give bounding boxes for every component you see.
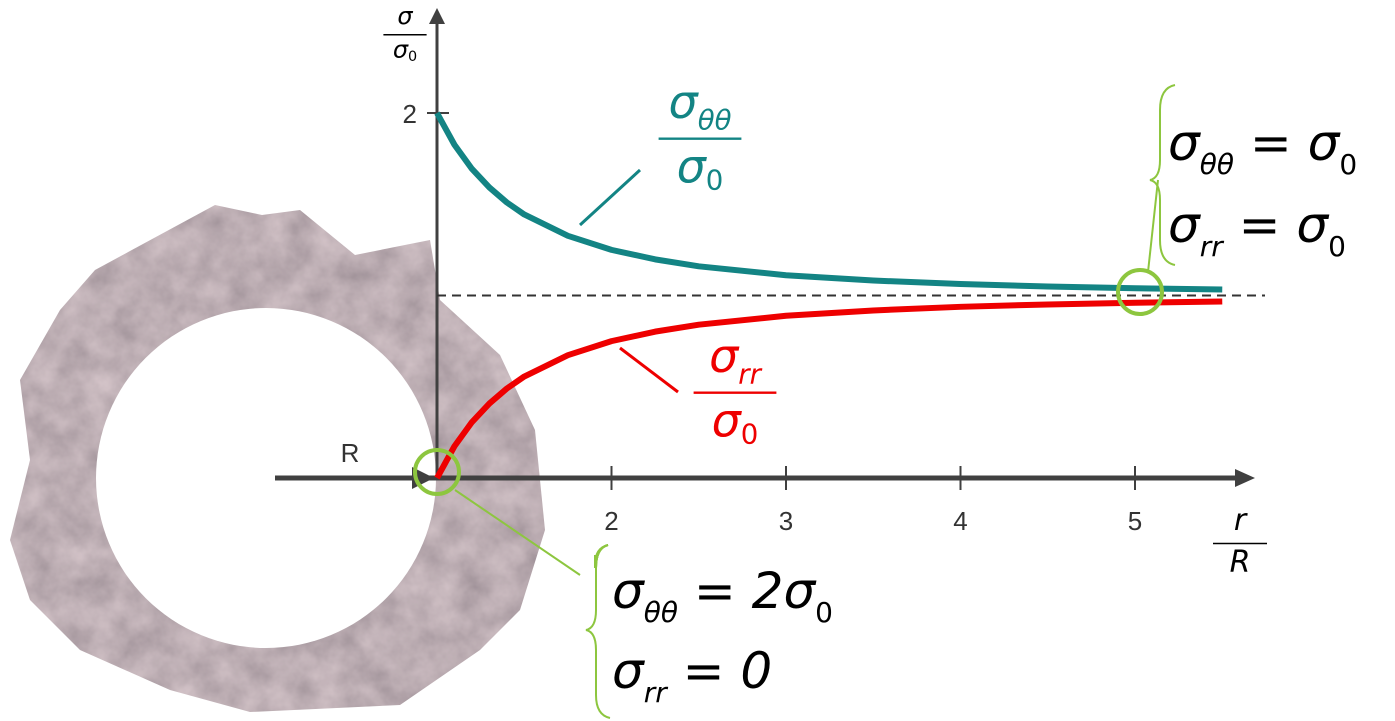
x-label-numerator: r bbox=[1234, 503, 1248, 538]
equation-part: θθ bbox=[644, 596, 678, 629]
far-point-circle bbox=[1116, 268, 1164, 316]
y-label-numerator: σ bbox=[397, 2, 413, 30]
x-label-num: r bbox=[1234, 503, 1248, 538]
x-label-denominator: R bbox=[1230, 545, 1251, 580]
equation-part: = σ bbox=[1223, 196, 1330, 254]
series-label-den: σ bbox=[677, 139, 708, 193]
series-label-den: σ bbox=[712, 393, 743, 447]
equation-part: = 2σ bbox=[678, 562, 816, 620]
series-label-num-sub: θθ bbox=[698, 104, 732, 137]
y-axis-arrow bbox=[429, 8, 445, 24]
series-label-num-sub: rr bbox=[738, 358, 762, 391]
series-line bbox=[434, 111, 1223, 293]
equation-part: = σ bbox=[1234, 114, 1341, 172]
hole bbox=[96, 308, 436, 648]
equation-part: σ bbox=[612, 642, 645, 700]
x-axis-arrow bbox=[1235, 469, 1255, 487]
y-label-den-sub: 0 bbox=[408, 49, 417, 65]
x-tick-label: 3 bbox=[779, 506, 793, 536]
far-brace bbox=[1149, 84, 1176, 266]
series-line bbox=[434, 298, 1223, 480]
callouts bbox=[413, 84, 1176, 719]
equation-part: σ bbox=[1168, 114, 1201, 172]
equation-part: 0 bbox=[1339, 148, 1357, 181]
x-tick-label: 5 bbox=[1128, 506, 1142, 536]
wall-leader bbox=[454, 489, 581, 576]
series-label-num: σ bbox=[709, 329, 740, 383]
equation: σθθ = σ0 bbox=[1168, 114, 1357, 181]
rock-ring bbox=[10, 205, 545, 712]
far-leader bbox=[1147, 179, 1159, 273]
equation-part: 0 bbox=[815, 596, 833, 629]
y-label-num: σ bbox=[397, 2, 413, 30]
equation: σrr = σ0 bbox=[1168, 196, 1346, 263]
x-tick-label: 4 bbox=[953, 506, 967, 536]
equation-part: 0 bbox=[1328, 230, 1346, 263]
equation-part: θθ bbox=[1200, 148, 1234, 181]
label-leader bbox=[578, 168, 642, 227]
series-label-num: σ bbox=[669, 75, 700, 129]
wall-brace-full bbox=[585, 544, 611, 719]
wall-point-circle bbox=[413, 448, 461, 496]
equation: σθθ = 2σ0 bbox=[612, 562, 833, 629]
y-tick-label: 2 bbox=[403, 99, 417, 129]
y-label-denominator: σ0 bbox=[393, 36, 417, 66]
equation-part: σ bbox=[1168, 196, 1201, 254]
series-label-den-sub: 0 bbox=[741, 417, 759, 450]
series-label-numerator: σrr bbox=[709, 329, 763, 391]
equation-part: rr bbox=[644, 676, 669, 709]
series-label-den-sub: 0 bbox=[706, 163, 724, 196]
equation-part: rr bbox=[1200, 230, 1225, 263]
y-label-den: σ bbox=[393, 36, 409, 64]
label-leader bbox=[619, 346, 679, 394]
radius-label: R bbox=[341, 438, 360, 468]
series-label-numerator: σθθ bbox=[669, 75, 732, 137]
x-label-den: R bbox=[1230, 545, 1251, 580]
series-label-denominator: σ0 bbox=[677, 139, 724, 196]
series-label-denominator: σ0 bbox=[712, 393, 759, 450]
equation: σrr = 0 bbox=[612, 642, 772, 709]
equation-part: σ bbox=[612, 562, 645, 620]
equation-part: = 0 bbox=[667, 642, 773, 700]
x-tick-label: 2 bbox=[604, 506, 618, 536]
